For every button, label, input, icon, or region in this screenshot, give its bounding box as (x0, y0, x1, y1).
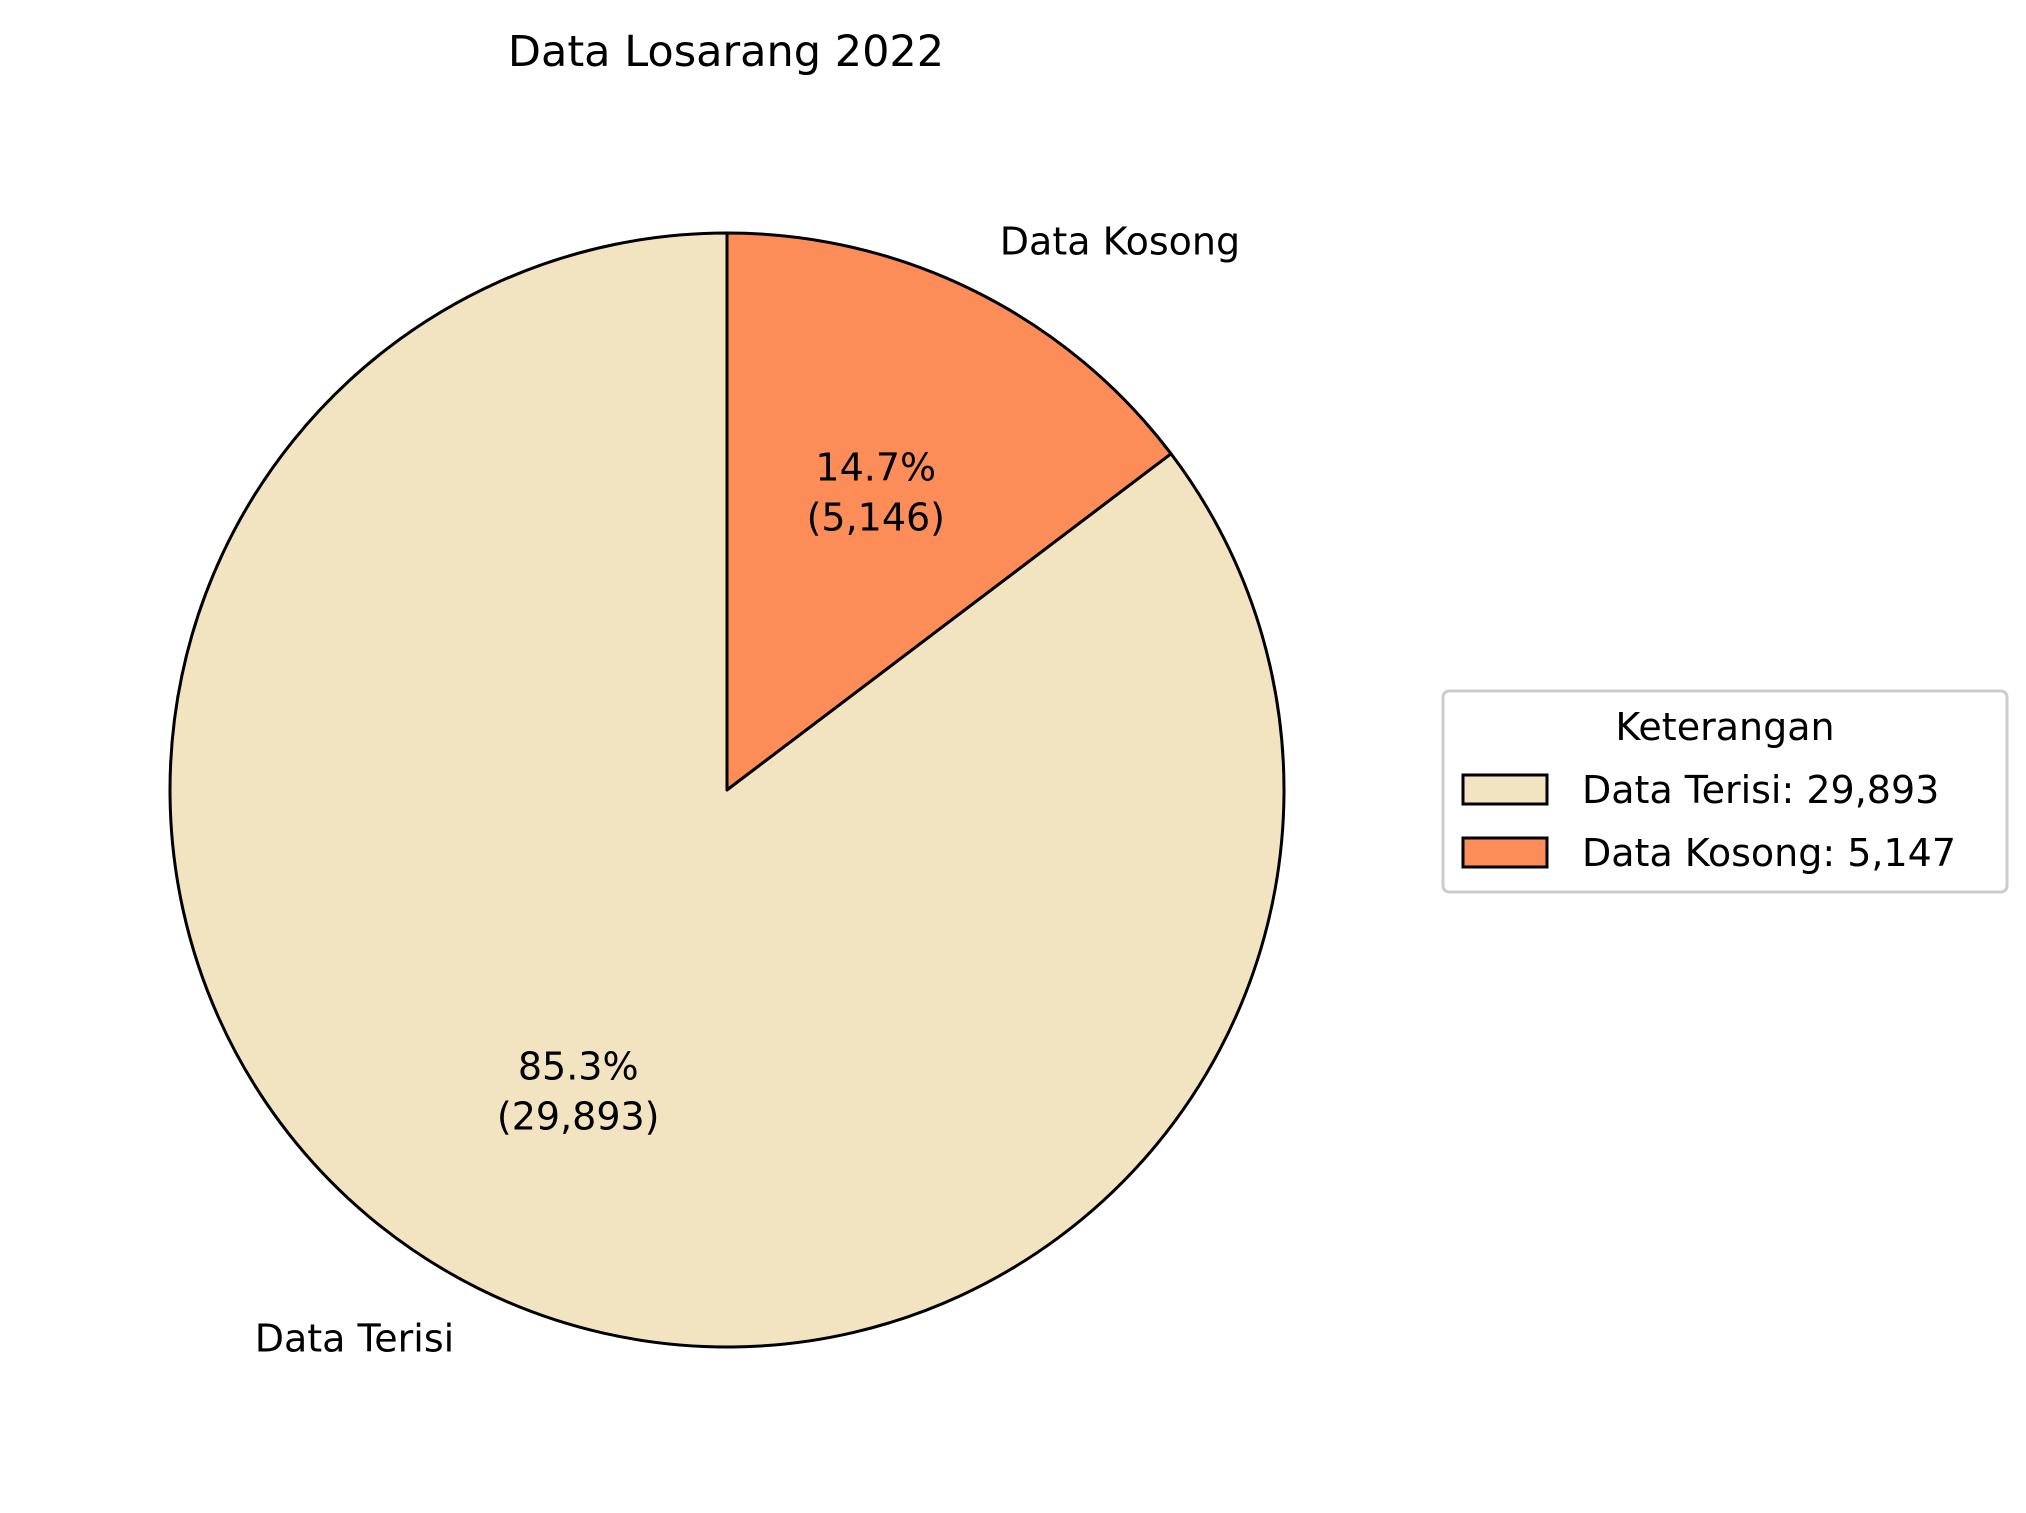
pie-slice-data-kosong (725, 231, 1173, 792)
slice-percent-data-terisi: 85.3% (518, 1044, 639, 1088)
pie-slices (168, 231, 1286, 1349)
legend-title: Keterangan (1615, 705, 1834, 749)
slice-value-data-kosong: (5,146) (807, 496, 945, 540)
legend-swatch-data-terisi (1461, 773, 1549, 806)
slice-label-data-terisi: Data Terisi (255, 1317, 454, 1361)
pie-labels: Data Kosong 14.7% (5,146) Data Terisi 85.3% (… (255, 219, 1240, 1360)
slice-percent-data-kosong: 14.7% (815, 446, 936, 490)
legend-label-data-kosong: Data Kosong: 5,147 (1582, 831, 1956, 875)
legend: Keterangan Data Terisi: 29,893 Data Koson… (1441, 689, 2009, 894)
pie-slice-data-terisi (168, 231, 1286, 1349)
legend-frame (1441, 689, 2009, 894)
legend-swatch-data-kosong (1461, 836, 1549, 869)
chart-title: Data Losarang 2022 (508, 27, 944, 77)
legend-label-data-terisi: Data Terisi: 29,893 (1582, 768, 1939, 812)
slice-label-data-kosong: Data Kosong (1000, 219, 1240, 263)
slice-value-data-terisi: (29,893) (497, 1094, 660, 1138)
